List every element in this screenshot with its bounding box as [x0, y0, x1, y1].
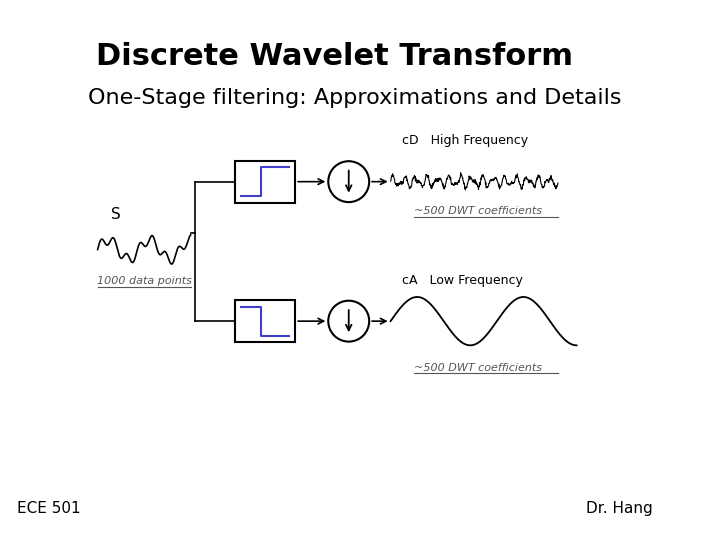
Text: ~500 DWT coefficients: ~500 DWT coefficients	[414, 206, 542, 217]
Text: S: S	[112, 207, 121, 222]
Text: 1000 data points: 1000 data points	[96, 276, 192, 286]
Bar	[235, 300, 295, 342]
Text: cA   Low Frequency: cA Low Frequency	[402, 274, 523, 287]
Bar	[235, 161, 295, 202]
Text: cD   High Frequency: cD High Frequency	[402, 134, 528, 147]
Text: ~500 DWT coefficients: ~500 DWT coefficients	[414, 363, 542, 373]
Text: ECE 501: ECE 501	[17, 501, 81, 516]
Text: One-Stage filtering: Approximations and Details: One-Stage filtering: Approximations and …	[89, 88, 622, 108]
Text: Discrete Wavelet Transform: Discrete Wavelet Transform	[96, 42, 573, 71]
Text: Dr. Hang: Dr. Hang	[586, 501, 653, 516]
